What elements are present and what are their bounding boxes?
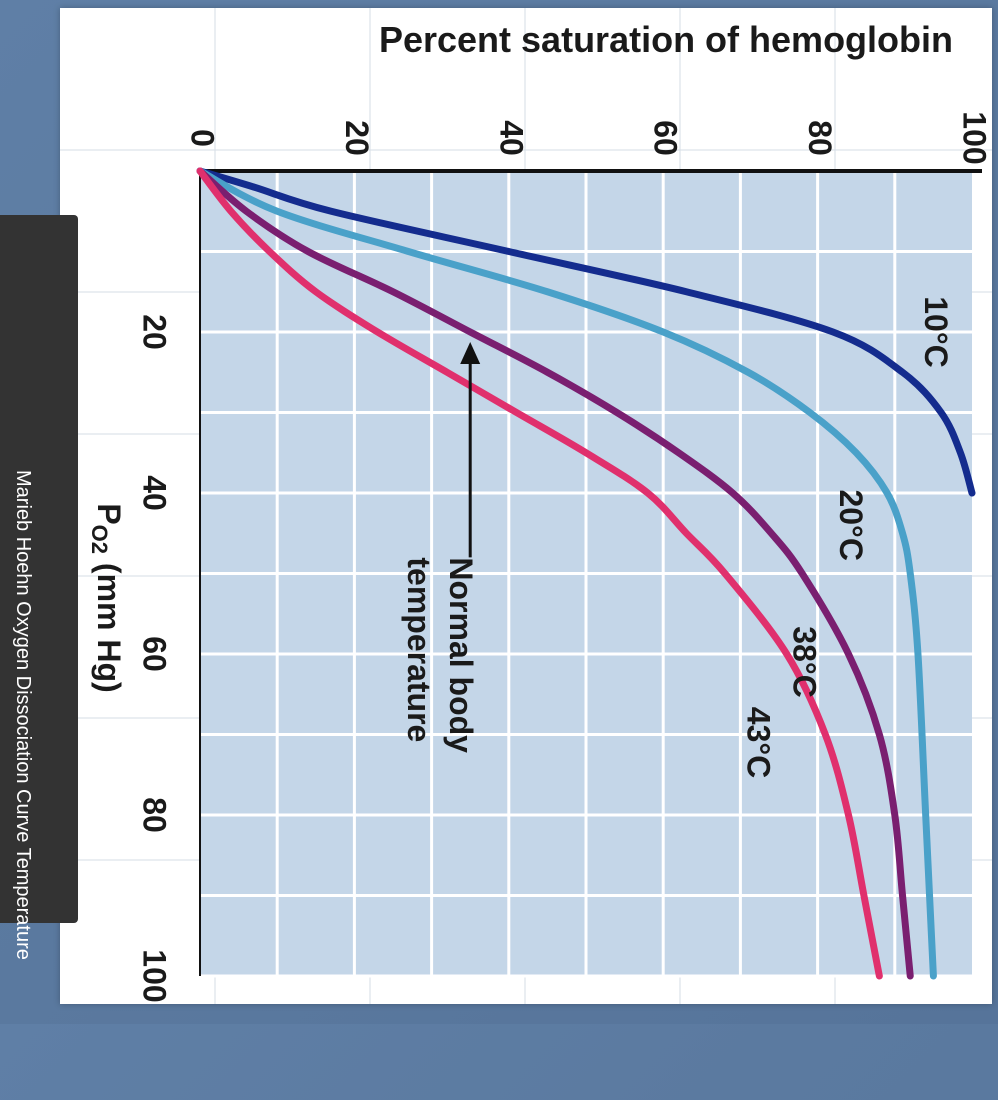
po2-axis-title: PO2 (mm Hg)	[87, 503, 126, 692]
oxygen-dissociation-chart: Percent saturation of hemoglobin 0 20 40 60 8…	[60, 8, 992, 1004]
series-label: 10°C	[918, 296, 954, 368]
series-label: 20°C	[833, 489, 869, 561]
series-line-38c	[196, 167, 914, 980]
series-label: 38°C	[787, 626, 823, 698]
series-line-10c	[196, 167, 976, 497]
po2-tick-label: 80	[137, 797, 173, 833]
annotation-text: Normal body	[443, 557, 479, 753]
saturation-tick-label: 40	[493, 120, 529, 156]
series-line-43c	[196, 167, 883, 980]
series-lines	[196, 167, 976, 980]
saturation-tick-label: 20	[339, 120, 375, 156]
axes	[199, 169, 982, 976]
series-label: 43°C	[740, 707, 776, 779]
caption-text: Marieb Hoehn Oxygen Dissociation Curve T…	[12, 470, 34, 960]
chart-labels: Percent saturation of hemoglobin 0 20 40 60 8…	[87, 19, 992, 1003]
po2-tick-label: 40	[137, 475, 173, 511]
po2-tick-label: 60	[137, 636, 173, 672]
caption-panel: Marieb Hoehn Oxygen Dissociation Curve T…	[0, 215, 78, 960]
po2-tick-label: 100	[137, 949, 173, 1002]
saturation-tick-label: 60	[648, 120, 684, 156]
saturation-tick-label: 80	[802, 120, 838, 156]
annotation-text: temperature	[401, 557, 437, 742]
po2-tick-label: 20	[137, 314, 173, 350]
annotation-arrowhead	[460, 342, 481, 364]
series-line-20c	[196, 167, 937, 980]
chart-title: Percent saturation of hemoglobin	[379, 19, 953, 60]
saturation-tick-label: 0	[185, 129, 221, 147]
saturation-tick-label: 100	[957, 111, 992, 164]
puzzle-board: Percent saturation of hemoglobin 0 20 40 60 8…	[60, 8, 992, 1004]
